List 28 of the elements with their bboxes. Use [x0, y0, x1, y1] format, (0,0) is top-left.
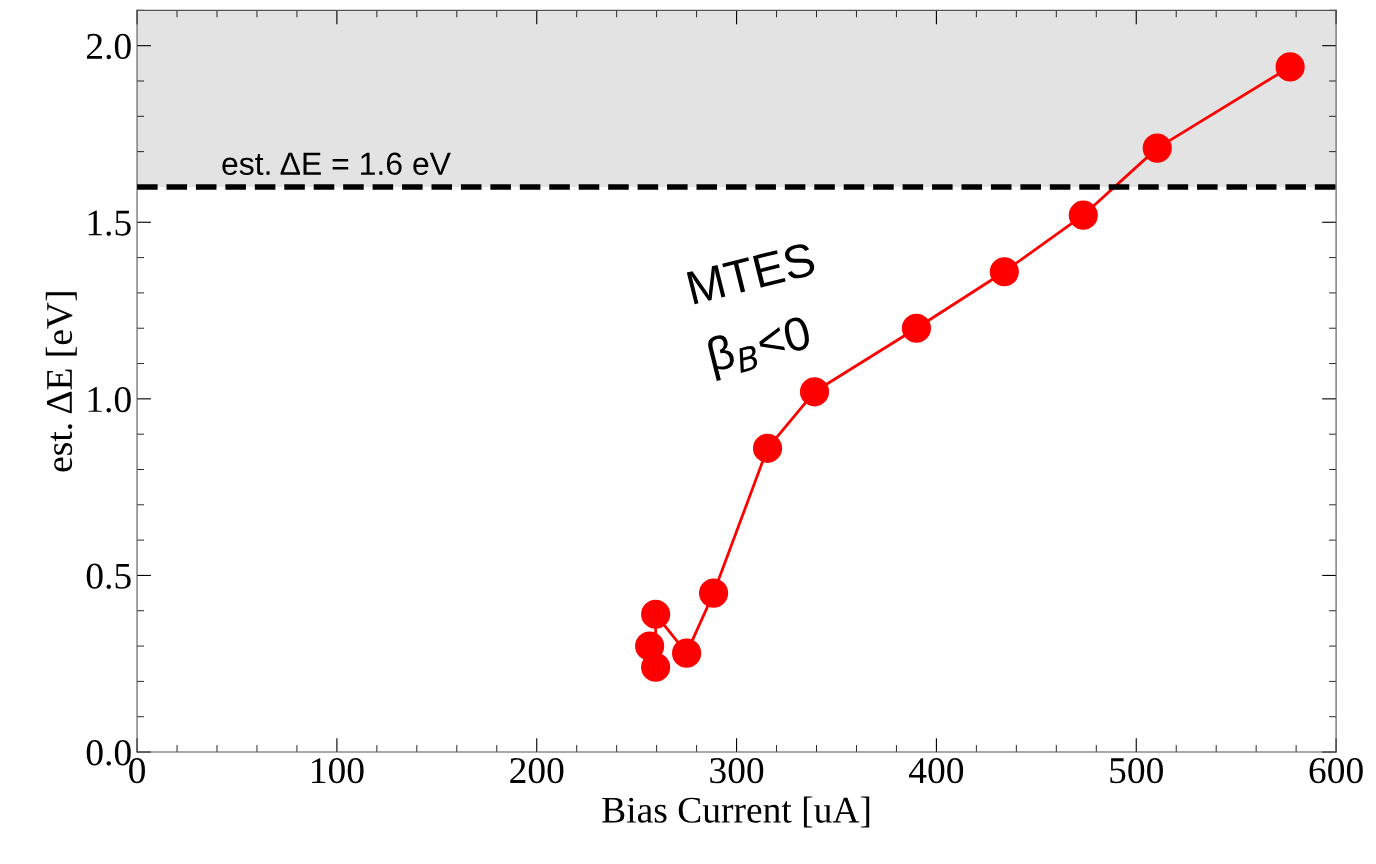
- y-axis-title: est. ΔE [eV]: [45, 292, 77, 472]
- point: [901, 313, 932, 343]
- ref-line-label: est. ΔE = 1.6 eV: [222, 152, 451, 176]
- point: [672, 638, 702, 668]
- point: [641, 652, 671, 682]
- x-tick-label: 0: [129, 757, 145, 784]
- x-tick-label: 600: [1309, 757, 1363, 784]
- point: [699, 578, 729, 608]
- x-tick-label: 200: [510, 757, 564, 784]
- y-tick-label: 2.0: [86, 33, 131, 60]
- point: [752, 433, 783, 463]
- x-tick-label: 300: [710, 757, 764, 784]
- point: [799, 377, 830, 407]
- annotation: β$_{B}$<0: [706, 314, 815, 381]
- annotation: MTES: [686, 241, 817, 305]
- x-tick-label: 100: [312, 757, 364, 784]
- point: [641, 599, 671, 629]
- point: [1068, 200, 1098, 230]
- point: [989, 257, 1019, 287]
- y-tick-label: 0.0: [86, 740, 131, 766]
- x-tick-label: 400: [909, 757, 964, 784]
- y-tick-label: 0.5: [86, 563, 131, 589]
- point: [1142, 133, 1172, 163]
- y-tick-label: 1.5: [88, 210, 131, 236]
- point: [1275, 52, 1305, 82]
- y-tick-label: 1.0: [88, 386, 131, 413]
- x-axis-title: Bias Current [uA]: [602, 796, 870, 828]
- x-tick-label: 500: [1110, 757, 1163, 784]
